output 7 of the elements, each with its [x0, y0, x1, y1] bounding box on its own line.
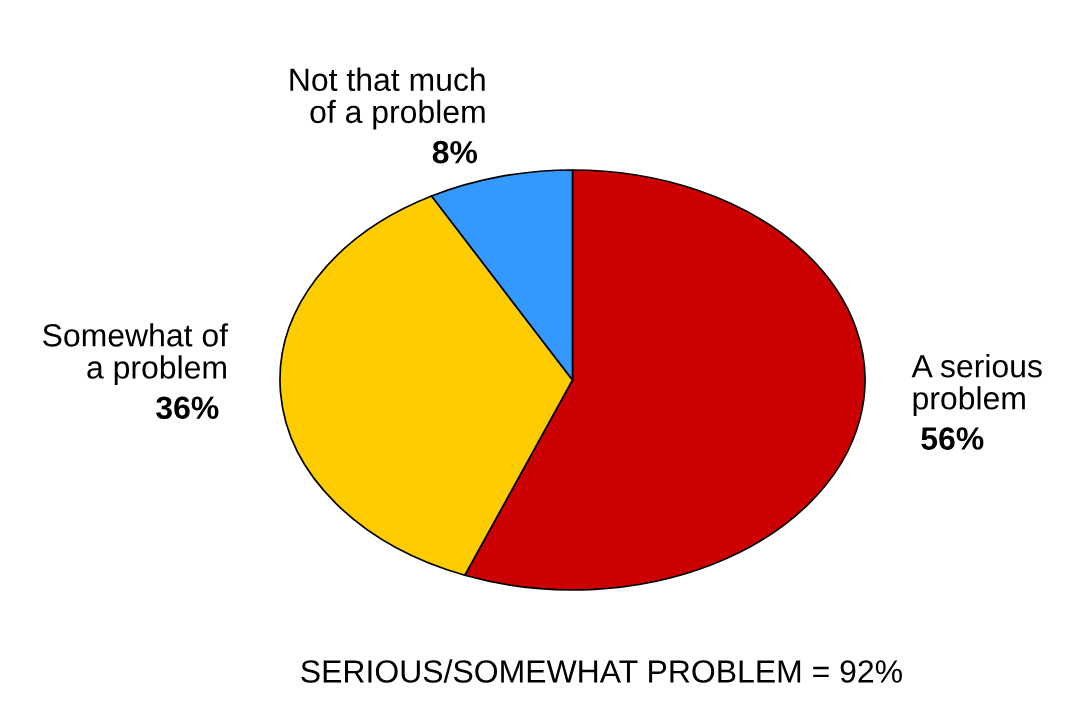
data-label: 8%	[432, 140, 478, 164]
data-label: 56%	[921, 427, 984, 450]
slice-label: A serious problem	[911, 354, 1042, 416]
slice-label: Not that much of a problem	[290, 67, 485, 130]
text: SERIOUS/SOMEWHAT PROBLEM = 92%	[301, 659, 902, 683]
slice-label: Somewhat of a problem	[43, 323, 229, 386]
data-label: 36%	[156, 396, 219, 420]
